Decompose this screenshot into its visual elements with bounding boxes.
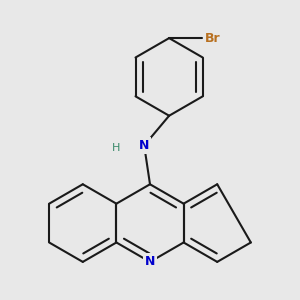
Text: Br: Br xyxy=(205,32,221,45)
Text: N: N xyxy=(139,139,149,152)
Text: N: N xyxy=(145,255,155,268)
Text: H: H xyxy=(112,143,121,153)
